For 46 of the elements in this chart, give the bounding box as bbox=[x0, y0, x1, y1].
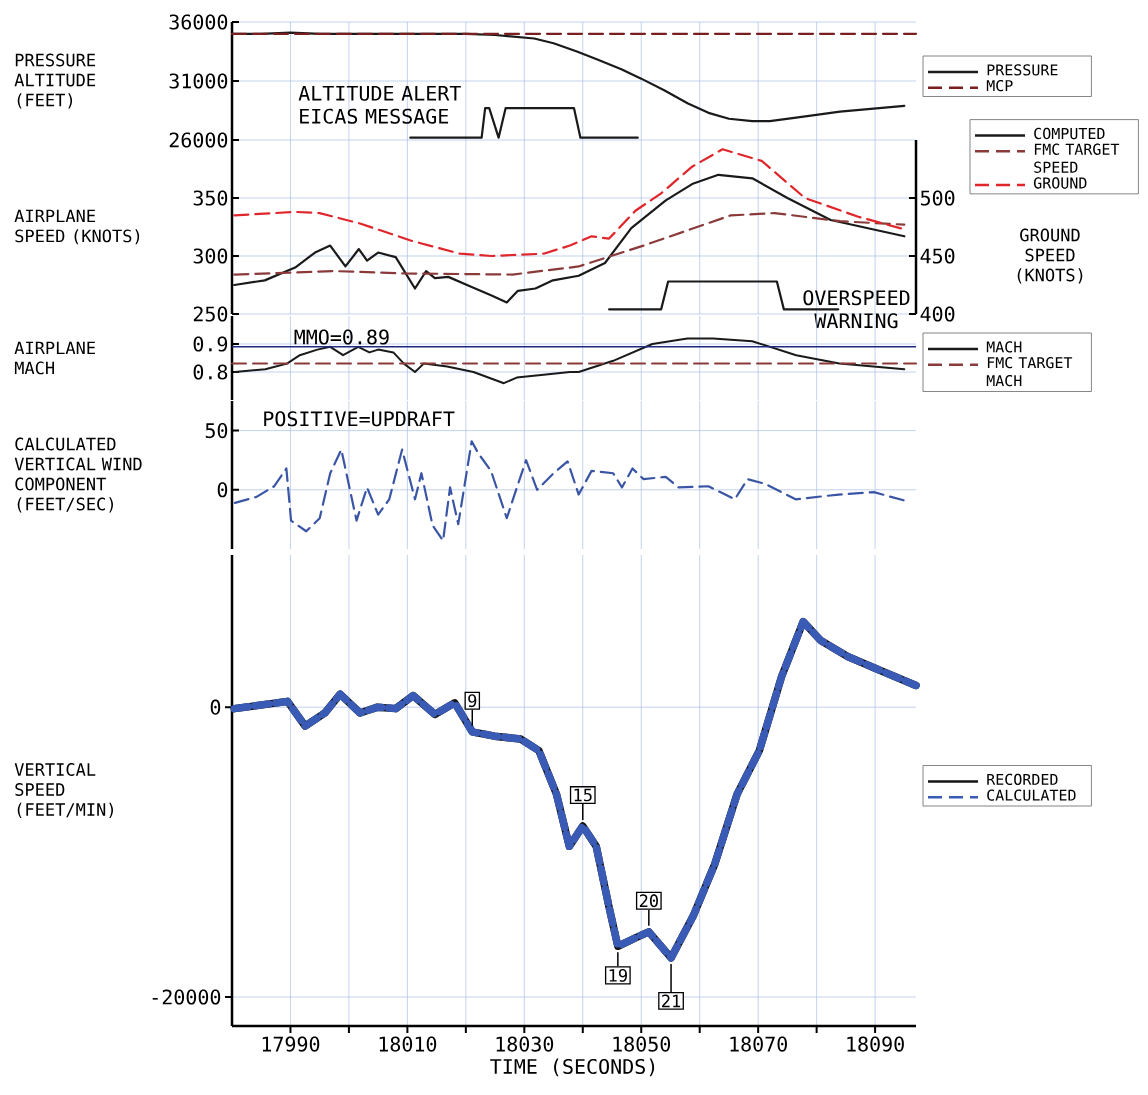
y-tick-label: 0 bbox=[217, 482, 228, 498]
y2-axis-title: GROUND SPEED (KNOTS) bbox=[1017, 228, 1083, 284]
y2-tick-label: 450 bbox=[920, 248, 955, 264]
y-axis-title: PRESSURE ALTITUDE (FEET) bbox=[14, 53, 95, 109]
y-tick-label: 50 bbox=[205, 423, 228, 439]
x-axis-title: TIME (SECONDS) bbox=[490, 1058, 655, 1077]
annotation: 15 bbox=[574, 788, 592, 802]
ref-line-label: MMO=0.89 bbox=[294, 329, 389, 345]
x-tick-label: 18030 bbox=[496, 1036, 554, 1052]
y-axis-title: AIRPLANE SPEED (KNOTS) bbox=[14, 209, 140, 245]
y-tick-label: 26000 bbox=[169, 132, 228, 148]
legend-label: PRESSURE bbox=[987, 64, 1058, 76]
annotation: 21 bbox=[662, 994, 681, 1008]
annotation: 19 bbox=[609, 968, 627, 982]
x-tick-label: 18050 bbox=[613, 1036, 671, 1052]
y-tick-label: 36000 bbox=[169, 14, 228, 30]
legend-label: RECORDED bbox=[987, 773, 1058, 786]
legend-label: CALCULATED bbox=[987, 789, 1076, 801]
y-tick-label: 0.8 bbox=[193, 364, 228, 380]
x-tick-label: 18070 bbox=[730, 1036, 787, 1052]
y-axis-title: AIRPLANE MACH bbox=[14, 341, 95, 375]
y-axis-title: CALCULATED VERTICAL WIND COMPONENT (FEET/SEC) bbox=[14, 437, 142, 513]
legend-label: MACH bbox=[986, 341, 1022, 353]
x-tick-label: 18090 bbox=[847, 1036, 904, 1052]
y-tick-label: -20000 bbox=[152, 989, 221, 1005]
legend-label: MCP bbox=[986, 79, 1013, 92]
y-axis-title: VERTICAL SPEED (FEET/MIN) bbox=[14, 763, 113, 818]
y-tick-label: 0.9 bbox=[193, 336, 228, 352]
legend-label: FMC TARGET MACH bbox=[986, 356, 1073, 387]
y-tick-label: 300 bbox=[193, 248, 228, 264]
legend-label: FMC TARGET SPEED bbox=[1034, 143, 1120, 173]
legend-label: GROUND bbox=[1033, 177, 1087, 189]
y-tick-label: 250 bbox=[193, 306, 228, 322]
annotation: 9 bbox=[468, 694, 477, 708]
y2-tick-label: 500 bbox=[920, 190, 955, 206]
y-tick-label: 31000 bbox=[169, 73, 228, 89]
y2-tick-label: 400 bbox=[920, 306, 955, 322]
annotation: ALTITUDE ALERT EICAS MESSAGE bbox=[298, 85, 461, 124]
x-tick-label: 18010 bbox=[379, 1036, 437, 1052]
y-tick-label: 350 bbox=[193, 190, 228, 206]
annotation: 20 bbox=[639, 894, 658, 908]
y-tick-label: 0 bbox=[210, 699, 221, 715]
annotation: OVERSPEED WARNING bbox=[803, 290, 910, 329]
legend-label: COMPUTED bbox=[1034, 127, 1105, 140]
annotation: POSITIVE=UPDRAFT bbox=[264, 411, 455, 427]
x-tick-label: 17990 bbox=[262, 1036, 320, 1052]
